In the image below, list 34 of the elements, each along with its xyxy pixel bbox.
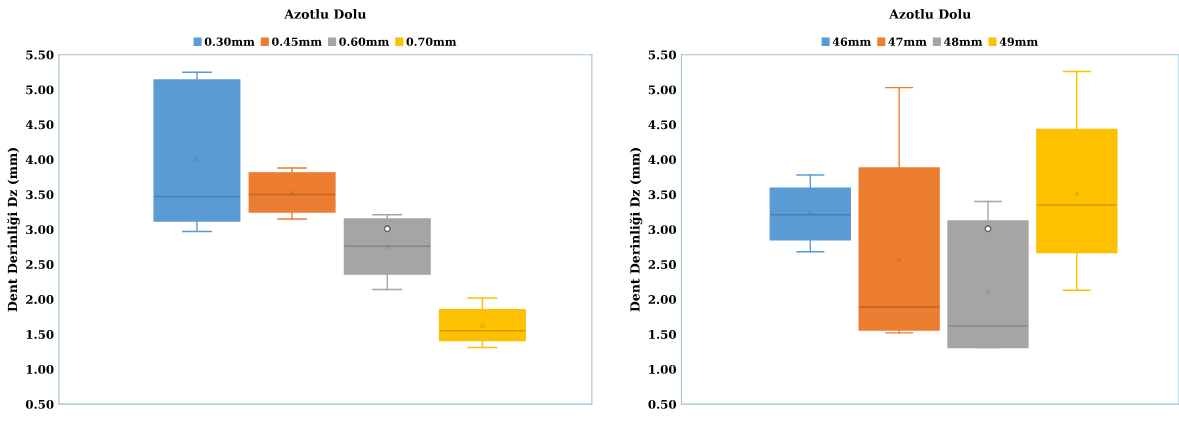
y-tick-label: 2.00 <box>648 295 677 304</box>
legend-label: 0.45mm <box>272 37 322 46</box>
chart-title: Azotlu Dolu <box>284 9 367 19</box>
legend-label: 46mm <box>832 37 871 46</box>
y-axis-title: Dent Derinliği Dz (mm) <box>629 148 643 312</box>
y-tick-label: 1.00 <box>26 364 54 374</box>
legend-label: 47mm <box>888 37 927 46</box>
legend-label: 48mm <box>944 37 983 46</box>
legend-label: 49mm <box>999 37 1038 46</box>
y-tick-label: 0.50 <box>25 399 54 409</box>
y-tick-label: 5.00 <box>26 85 54 95</box>
y-tick-label: 4.00 <box>25 155 54 165</box>
y-tick-label: 2.50 <box>648 260 677 270</box>
y-tick-label: 5.50 <box>648 50 677 60</box>
y-tick-label: 2.50 <box>26 260 54 270</box>
y-tick-label: 3.00 <box>648 225 677 235</box>
y-tick-label: 1.50 <box>26 330 54 339</box>
y-tick-label: 1.00 <box>649 364 677 374</box>
y-tick-label: 1.50 <box>649 330 677 339</box>
y-tick-label: 4.50 <box>648 120 677 130</box>
y-tick-label: 5.50 <box>26 50 54 60</box>
y-tick-label: 3.50 <box>648 190 677 200</box>
y-axis-title: Dent Derinliği Dz (mm) <box>7 148 20 312</box>
chart-title: Azotlu Dolu <box>889 9 971 19</box>
y-tick-label: 3.50 <box>26 190 54 200</box>
y-tick-label: 4.50 <box>25 120 54 130</box>
y-tick-label: 5.00 <box>648 85 677 95</box>
legend-label: 0.70mm <box>406 37 457 46</box>
y-tick-label: 0.50 <box>648 399 677 409</box>
legend-label: 0.30mm <box>204 37 255 46</box>
legend-label: 0.60mm <box>339 37 390 46</box>
y-tick-label: 4.00 <box>648 155 677 165</box>
y-tick-label: 3.00 <box>26 225 54 235</box>
y-tick-label: 2.00 <box>26 295 54 304</box>
